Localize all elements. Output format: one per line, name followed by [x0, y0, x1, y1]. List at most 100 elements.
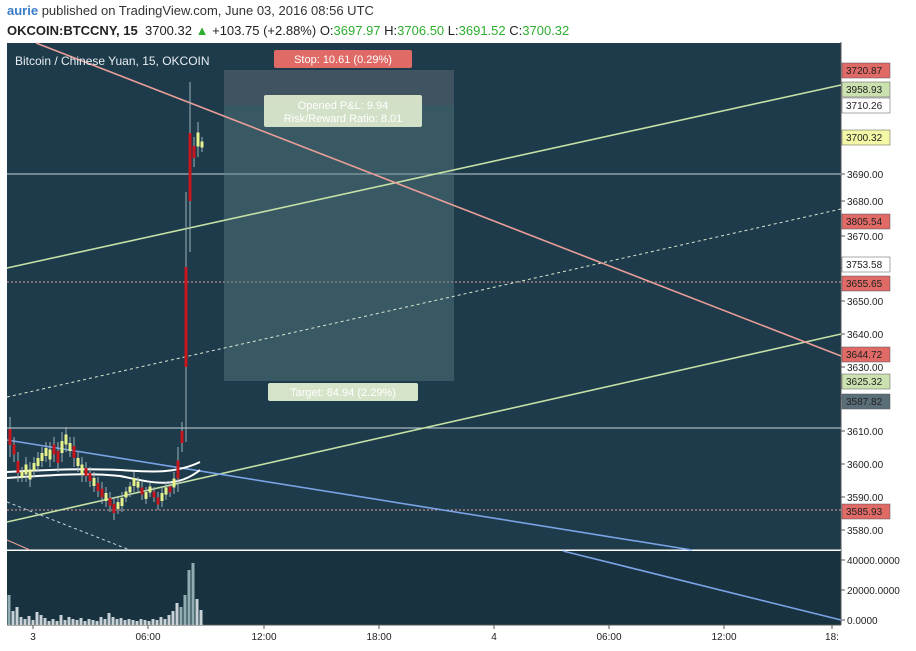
- volume-bar[interactable]: [51, 619, 55, 625]
- volume-bar[interactable]: [7, 595, 11, 625]
- candle-body[interactable]: [64, 434, 68, 445]
- candle-body[interactable]: [20, 471, 24, 478]
- volume-bar[interactable]: [23, 619, 27, 625]
- volume-bar[interactable]: [67, 617, 71, 625]
- volume-bar[interactable]: [131, 620, 135, 625]
- candle-body[interactable]: [36, 458, 40, 466]
- volume-bar[interactable]: [127, 619, 131, 625]
- chart-container[interactable]: Bitcoin / Chinese Yuan, 15, OKCOIN Stop:…: [0, 42, 916, 651]
- price-badge[interactable]: [841, 256, 891, 273]
- volume-bar[interactable]: [79, 618, 83, 625]
- price-pane[interactable]: [7, 43, 841, 550]
- volume-bar[interactable]: [151, 619, 155, 625]
- candle-body[interactable]: [104, 493, 108, 501]
- price-badge[interactable]: [841, 393, 891, 410]
- candle-body[interactable]: [148, 486, 152, 493]
- candle-body[interactable]: [76, 458, 80, 466]
- volume-bar[interactable]: [19, 617, 23, 625]
- candle-body[interactable]: [72, 446, 76, 458]
- volume-bar[interactable]: [199, 610, 203, 625]
- candle-body[interactable]: [32, 463, 36, 471]
- volume-bar[interactable]: [71, 619, 75, 625]
- candle-body[interactable]: [200, 141, 204, 148]
- candle-body[interactable]: [48, 449, 52, 460]
- volume-bar[interactable]: [27, 616, 31, 625]
- volume-bar[interactable]: [163, 619, 167, 625]
- candle-body[interactable]: [116, 502, 120, 509]
- volume-bar[interactable]: [35, 612, 39, 625]
- stop-label-box[interactable]: [274, 50, 412, 68]
- red-trend-line[interactable]: [35, 42, 842, 357]
- volume-bar[interactable]: [39, 615, 43, 625]
- volume-bar[interactable]: [91, 620, 95, 625]
- candle-body[interactable]: [120, 498, 124, 506]
- volume-bar[interactable]: [191, 563, 195, 625]
- volume-bar[interactable]: [167, 615, 171, 625]
- channel-upper-line[interactable]: [6, 84, 842, 269]
- candle-body[interactable]: [136, 481, 140, 488]
- candle-body[interactable]: [24, 464, 28, 475]
- volume-bar[interactable]: [63, 620, 67, 625]
- volume-bar[interactable]: [43, 618, 47, 625]
- volume-bar[interactable]: [187, 570, 191, 625]
- volume-bar[interactable]: [139, 619, 143, 625]
- volume-bar[interactable]: [135, 621, 139, 625]
- price-badge[interactable]: [841, 346, 891, 363]
- volume-bar[interactable]: [183, 595, 187, 625]
- candle-body[interactable]: [100, 488, 104, 498]
- volume-bar[interactable]: [155, 620, 159, 625]
- volume-bar[interactable]: [15, 607, 19, 625]
- volume-bar[interactable]: [175, 603, 179, 625]
- candle-body[interactable]: [128, 486, 132, 493]
- time-axis[interactable]: [0, 625, 841, 651]
- candle-body[interactable]: [68, 443, 72, 451]
- volume-bar[interactable]: [195, 599, 199, 625]
- candle-body[interactable]: [96, 483, 100, 491]
- volume-pane[interactable]: [7, 551, 841, 625]
- candle-body[interactable]: [152, 491, 156, 498]
- candle-body[interactable]: [60, 441, 64, 453]
- volume-bar[interactable]: [123, 620, 127, 625]
- candle-body[interactable]: [8, 429, 12, 445]
- blue-trend-line-volume[interactable]: [562, 550, 842, 621]
- price-badge[interactable]: [841, 62, 891, 79]
- price-badge[interactable]: [841, 129, 891, 146]
- price-badge[interactable]: [841, 373, 891, 390]
- volume-bar[interactable]: [179, 607, 183, 625]
- price-badge[interactable]: [841, 81, 891, 98]
- target-label-box[interactable]: [268, 383, 418, 401]
- channel-mid-line[interactable]: [6, 208, 842, 398]
- volume-bar[interactable]: [31, 620, 35, 625]
- volume-bar[interactable]: [47, 621, 51, 625]
- candle-body[interactable]: [52, 444, 56, 455]
- price-badge[interactable]: [841, 275, 891, 292]
- volume-bar[interactable]: [119, 618, 123, 625]
- publisher-username[interactable]: aurie: [7, 3, 39, 18]
- candle-body[interactable]: [156, 497, 160, 505]
- blue-trend-line[interactable]: [6, 439, 693, 551]
- candle-body[interactable]: [84, 468, 88, 476]
- price-badge[interactable]: [841, 213, 891, 230]
- candle-body[interactable]: [80, 464, 84, 475]
- target-zone[interactable]: [224, 105, 454, 381]
- volume-bars[interactable]: [7, 563, 203, 625]
- price-badge[interactable]: [841, 503, 891, 520]
- volume-bar[interactable]: [103, 619, 107, 625]
- volume-bar[interactable]: [95, 621, 99, 625]
- candle-body[interactable]: [168, 486, 172, 493]
- candle-body[interactable]: [196, 132, 200, 147]
- candle-body[interactable]: [124, 491, 128, 498]
- candle-body[interactable]: [184, 267, 188, 367]
- volume-bar[interactable]: [143, 620, 147, 625]
- symbol-label[interactable]: OKCOIN:BTCCNY, 15: [7, 23, 138, 38]
- volume-bar[interactable]: [11, 611, 15, 625]
- chart-svg[interactable]: Bitcoin / Chinese Yuan, 15, OKCOIN Stop:…: [0, 42, 916, 651]
- candle-body[interactable]: [92, 478, 96, 486]
- candle-body[interactable]: [140, 487, 144, 495]
- volume-bar[interactable]: [59, 615, 63, 625]
- volume-bar[interactable]: [171, 611, 175, 625]
- candle-body[interactable]: [164, 487, 168, 495]
- candles[interactable]: [8, 82, 204, 520]
- candle-body[interactable]: [180, 431, 184, 443]
- candle-body[interactable]: [172, 478, 176, 488]
